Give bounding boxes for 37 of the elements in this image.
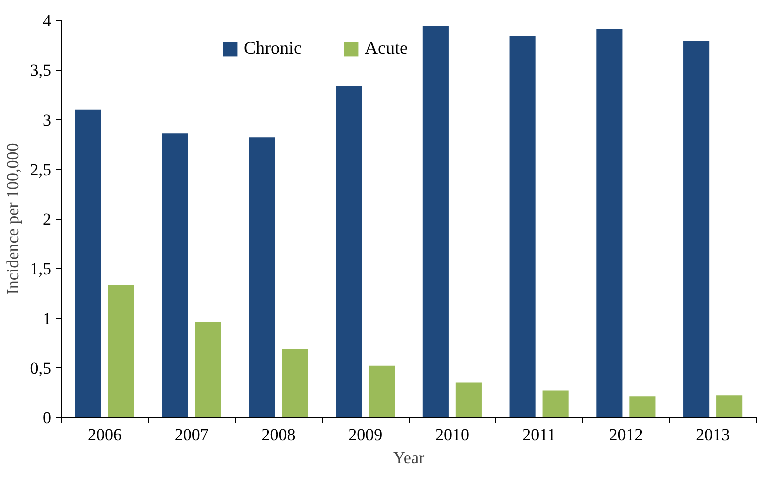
y-tick-label: 0 (43, 408, 52, 428)
legend-label: Chronic (244, 38, 302, 59)
legend-label: Acute (365, 38, 408, 59)
bar (75, 110, 102, 418)
bar (630, 396, 656, 418)
bar (249, 138, 276, 418)
y-tick-label: 3,5 (30, 61, 52, 80)
bar (282, 349, 308, 418)
bar (108, 285, 134, 418)
x-tick-label: 2007 (174, 426, 210, 444)
bar (456, 382, 482, 418)
y-tick-label: 1,5 (30, 260, 52, 279)
y-tick-label: 1 (43, 309, 52, 328)
x-tick-label: 2006 (88, 426, 122, 444)
bar (510, 36, 536, 418)
bar (542, 390, 569, 418)
y-tick-label: 0,5 (30, 358, 52, 378)
x-axis-title: Year (393, 448, 425, 468)
x-tick-label: 2009 (348, 426, 383, 444)
bar (684, 41, 710, 418)
x-tick-label: 2008 (262, 426, 296, 444)
bar (162, 134, 188, 418)
y-tick-label: 3 (43, 110, 52, 130)
y-tick-label: 2,5 (30, 160, 52, 180)
x-tick-label: 2010 (435, 426, 470, 444)
x-tick-label: 2011 (522, 426, 556, 444)
bar (336, 86, 362, 418)
y-tick-label: 2 (43, 210, 52, 229)
bar (596, 29, 623, 418)
bar (422, 26, 449, 418)
x-tick-label: 2013 (696, 426, 730, 444)
y-axis-title: Incidence per 100,000 (3, 143, 22, 295)
bar (716, 396, 743, 418)
bar (195, 322, 222, 418)
bar (369, 366, 396, 418)
x-tick-label: 2012 (609, 426, 644, 444)
y-tick-label: 4 (43, 12, 52, 30)
